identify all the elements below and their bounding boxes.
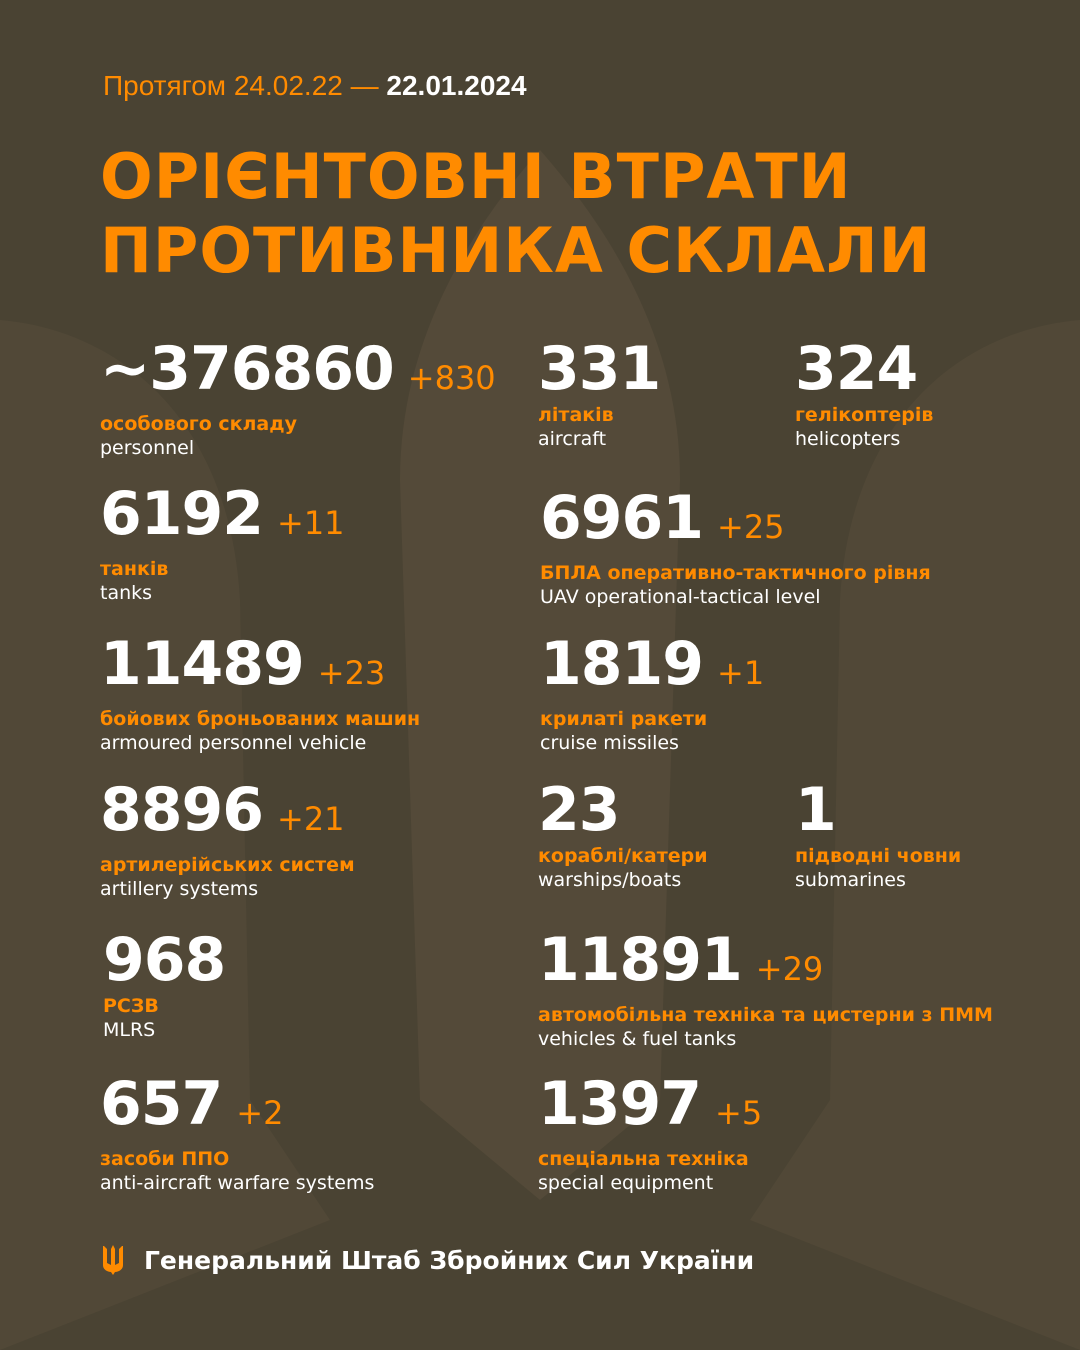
- stat-number: ~376860: [100, 334, 395, 404]
- stat-vehicles-fuel-tanks: 11891 +29 автомобільна техніка та цистерни…: [538, 928, 993, 1051]
- stat-label-en: armoured personnel vehicle: [100, 732, 367, 754]
- stat-label-ua: підводні човни: [795, 845, 962, 867]
- stat-label-en: submarines: [795, 869, 906, 891]
- stat-number: 23: [538, 775, 620, 845]
- title-line-2: ПРОТИВНИКА СКЛАЛИ: [100, 214, 932, 287]
- stat-label-en: warships/boats: [538, 869, 682, 891]
- stat-helicopters: 324 гелікоптерів helicopters: [795, 337, 933, 451]
- stat-delta: +21: [277, 800, 345, 838]
- stat-warships-boats: 23 кораблі/катери warships/boats: [538, 778, 708, 892]
- stat-value: 331: [538, 334, 661, 404]
- footer: Генеральний Штаб Збройних Сил України: [100, 1245, 754, 1275]
- page-title: ОРІЄНТОВНІ ВТРАТИ ПРОТИВНИКА СКЛАЛИ: [100, 140, 932, 288]
- stat-label-ua: засоби ППО: [100, 1148, 230, 1170]
- trident-icon: [103, 1245, 123, 1275]
- stat-number: 968: [103, 925, 226, 995]
- stat-delta: +29: [755, 950, 824, 988]
- stat-value: 1: [795, 778, 961, 842]
- stat-artillery-systems: 8896 +21 артилерійських систем artillery sy…: [100, 778, 355, 901]
- stat-delta: +23: [317, 654, 386, 692]
- stat-label-ua: особового складу: [100, 413, 297, 435]
- stat-delta: +25: [717, 508, 785, 546]
- period-prefix: Протягом 24.02.22 —: [103, 70, 379, 101]
- stat-number: 8896: [100, 775, 264, 845]
- period-date: 22.01.2024: [386, 70, 527, 101]
- stat-label-ua: кораблі/катери: [538, 845, 708, 867]
- stat-label-ua: крилаті ракети: [540, 708, 708, 730]
- stat-aircraft: 331 літаків aircraft: [538, 334, 661, 451]
- stat-label-en: UAV operational-tactical level: [540, 586, 821, 608]
- stat-number: 324: [795, 334, 918, 404]
- stat-number: 657: [100, 1069, 223, 1139]
- stat-value: 657 +2: [100, 1072, 374, 1145]
- stat-delta: +5: [715, 1094, 763, 1132]
- stat-label-ua: бойових броньованих машин: [100, 708, 421, 730]
- stat-label-en: MLRS: [103, 1019, 156, 1041]
- stat-label-ua: спеціальна техніка: [538, 1148, 749, 1170]
- stat-label-en: helicopters: [795, 428, 901, 450]
- stat-label-en: aircraft: [538, 428, 607, 450]
- stat-label-ua: гелікоптерів: [795, 404, 934, 426]
- stat-value: 1819 +1: [540, 632, 764, 705]
- stat-value: 324: [795, 337, 933, 401]
- stat-value: 6961 +25: [540, 486, 931, 559]
- stat-label-ua: танків: [100, 558, 169, 580]
- stat-tanks: 6192 +11 танків tanks: [100, 482, 345, 605]
- title-line-1: ОРІЄНТОВНІ ВТРАТИ: [100, 140, 852, 213]
- stat-delta: +2: [236, 1094, 284, 1132]
- stat-number: 11489: [100, 629, 305, 699]
- stat-armoured-personnel-vehicle: 11489 +23 бойових броньованих машин armoure…: [100, 632, 420, 755]
- stat-number: 6192: [100, 479, 264, 549]
- stat-number: 1397: [538, 1069, 702, 1139]
- stat-submarines: 1 підводні човни submarines: [795, 778, 961, 892]
- stat-label-en: artillery systems: [100, 878, 259, 900]
- stat-value: 6192 +11: [100, 482, 345, 555]
- stat-label-en: anti-aircraft warfare systems: [100, 1172, 375, 1194]
- stat-number: 6961: [540, 483, 704, 553]
- stat-value: 23: [538, 778, 708, 842]
- stat-delta: +1: [717, 654, 765, 692]
- stat-number: 331: [538, 334, 661, 404]
- stat-anti-aircraft-warfare-systems: 657 +2 засоби ППО anti-aircraft warfare sys…: [100, 1072, 374, 1195]
- stat-value: 8896 +21: [100, 778, 355, 851]
- stat-label-en: cruise missiles: [540, 732, 679, 754]
- stat-special-equipment: 1397 +5 спеціальна техніка special equipmen…: [538, 1072, 762, 1195]
- stat-label-en: vehicles & fuel tanks: [538, 1028, 737, 1050]
- stat-personnel: ~376860 +830 особового складу personnel: [100, 337, 496, 460]
- stat-label-ua: автомобільна техніка та цистерни з ПММ: [538, 1004, 993, 1026]
- stat-number: 1819: [540, 629, 704, 699]
- stat-value: 11489 +23: [100, 632, 420, 705]
- stat-label-en: special equipment: [538, 1172, 714, 1194]
- stat-mlrs: 968 РСЗВ MLRS: [103, 925, 226, 1042]
- stat-delta: +830: [407, 359, 496, 397]
- stat-number: 1: [795, 775, 837, 845]
- stat-cruise-missiles: 1819 +1 крилаті ракети cruise missiles: [540, 632, 764, 755]
- stat-label-en: tanks: [100, 582, 153, 604]
- stat-label-ua: літаків: [538, 404, 614, 426]
- stat-value: ~376860 +830: [100, 337, 496, 410]
- stat-label-ua: БПЛА оперативно-тактичного рівня: [540, 562, 931, 584]
- stat-value: 11891 +29: [538, 928, 993, 1001]
- stat-label-en: personnel: [100, 437, 195, 459]
- stat-value: 1397 +5: [538, 1072, 762, 1145]
- stat-label-ua: артилерійських систем: [100, 854, 355, 876]
- stat-delta: +11: [277, 504, 345, 542]
- stat-uav-operational-tactical-level: 6961 +25 БПЛА оперативно-тактичного рівня U…: [540, 486, 931, 609]
- stat-value: 968: [103, 925, 226, 995]
- stat-label-ua: РСЗВ: [103, 995, 159, 1017]
- footer-org: Генеральний Штаб Збройних Сил України: [144, 1245, 755, 1275]
- period: Протягом 24.02.22 — 22.01.2024: [103, 70, 527, 102]
- stat-number: 11891: [538, 925, 743, 995]
